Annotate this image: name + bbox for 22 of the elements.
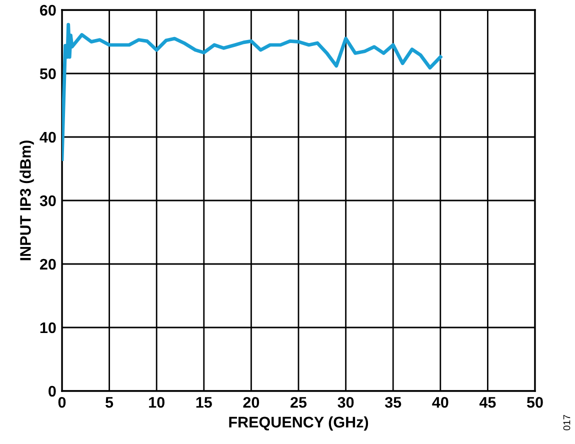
y-tick-label: 0 <box>48 386 56 397</box>
y-tick-label: 20 <box>40 258 56 270</box>
y-tick-label: 60 <box>40 4 56 16</box>
text: 017 <box>563 414 570 430</box>
x-tick-label: 10 <box>149 396 164 408</box>
x-tick-label: 35 <box>384 396 402 408</box>
x-tick-label: 5 <box>106 397 114 408</box>
x-tick-label: 45 <box>479 397 496 408</box>
x-tick-label: 0 <box>58 396 66 408</box>
y-axis-title: INPUT IP3 (dBm) <box>20 140 34 260</box>
x-axis-title: FREQUENCY (GHz) <box>229 416 368 431</box>
x-tick-label: 40 <box>432 396 448 408</box>
x-tick-label: 30 <box>338 396 354 408</box>
x-tick-label: 20 <box>243 396 260 408</box>
y-tick-label: 30 <box>40 195 56 206</box>
x-tick-label: 25 <box>290 396 307 408</box>
line-series <box>62 22 442 161</box>
x-tick-label: 15 <box>196 397 212 408</box>
y-tick-label: 50 <box>40 68 56 80</box>
x-tick-label: 50 <box>526 396 543 408</box>
y-tick-label: 10 <box>40 322 56 334</box>
y-tick-label: 40 <box>40 132 56 143</box>
